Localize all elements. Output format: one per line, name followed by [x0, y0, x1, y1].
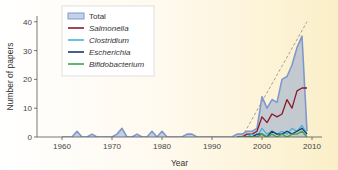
y-tick: [34, 21, 37, 22]
legend-label: Escherichia: [89, 48, 131, 57]
y-tick-label: 10: [23, 104, 32, 113]
x-tick: [162, 137, 163, 140]
legend-label: Bifidobacterium: [89, 60, 144, 69]
legend-swatch: [68, 13, 84, 19]
chart: 0 10 20 30 40 1960 1970 1980 1990 2000 2010 Year Num…: [0, 0, 338, 170]
x-tick: [112, 137, 113, 140]
line: [242, 22, 307, 137]
legend-label: Total: [89, 12, 106, 21]
x-tick-label: 1970: [103, 142, 121, 151]
x-tick-label: 2000: [253, 142, 271, 151]
y-axis-label: Number of papers: [5, 42, 15, 110]
x-tick-label: 1990: [203, 142, 221, 151]
x-tick: [62, 137, 63, 140]
legend-label: Clostridium: [89, 36, 129, 45]
line: [237, 128, 307, 137]
y-axis: [37, 16, 38, 137]
legend-swatch: [68, 63, 84, 65]
legend-label: Salmonella: [89, 24, 129, 33]
x-tick-label: 1960: [53, 142, 71, 151]
legend-swatch: [68, 51, 84, 53]
legend-swatch: [68, 27, 84, 29]
plot-area: [62, 22, 307, 137]
y-tick-label: 30: [23, 47, 32, 56]
x-tick-label: 1980: [153, 142, 171, 151]
x-tick: [312, 137, 313, 140]
y-tick-label: 0: [28, 133, 33, 142]
legend: [62, 6, 154, 76]
x-tick: [212, 137, 213, 140]
x-tick-label: 2010: [303, 142, 321, 151]
y-tick: [34, 108, 37, 109]
x-tick: [262, 137, 263, 140]
x-axis-label: Year: [171, 158, 188, 168]
legend-swatch: [68, 39, 84, 41]
line: [237, 88, 307, 137]
y-tick-label: 40: [23, 18, 32, 27]
y-tick: [34, 79, 37, 80]
background: [0, 0, 338, 170]
x-axis: [37, 137, 322, 138]
y-tick: [34, 50, 37, 51]
y-tick-label: 20: [23, 75, 32, 84]
line: [237, 131, 307, 137]
y-tick: [34, 137, 37, 138]
